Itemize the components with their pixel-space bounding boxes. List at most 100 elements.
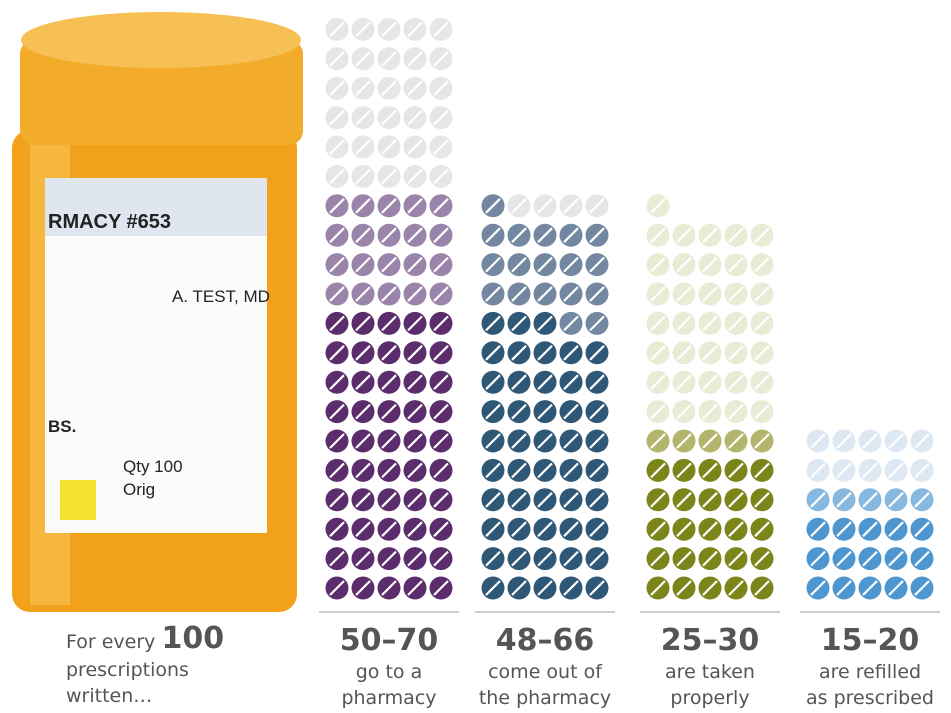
pill [429,458,453,482]
pill [646,370,670,394]
pill [507,547,531,571]
pill-score [381,168,397,185]
pill [858,429,882,453]
pill [559,223,583,247]
pill [750,282,774,306]
pill [750,576,774,600]
pill-score [407,139,423,155]
pill [351,106,375,130]
pill-score [563,345,579,361]
pill-score [676,580,692,596]
pill [481,341,505,365]
pill [832,576,856,600]
pill-score [433,109,449,126]
pill [325,311,349,335]
pill-score [355,345,371,361]
pill [377,223,401,247]
pill [481,429,505,453]
pill [724,282,748,306]
pill [377,341,401,365]
pill [481,400,505,424]
pill [884,429,908,453]
pill-score [407,433,423,449]
pill-score [914,580,930,596]
pill-score [754,433,770,449]
pill [403,223,427,247]
pill [750,341,774,365]
pill [698,253,722,277]
pill-score [728,492,744,508]
pill-score [329,492,345,508]
pill [351,400,375,424]
pill-score [650,580,666,596]
pill-score [329,315,345,332]
pill [858,517,882,541]
pill [351,164,375,188]
pill [481,517,505,541]
pill-score [702,492,718,508]
pill-score [810,550,826,567]
bottle-text: A. TEST, MD [172,287,270,306]
pill [724,370,748,394]
column-caption: properly [670,687,749,709]
pill-score [537,315,553,332]
pill-score [381,21,397,38]
pill-score [329,433,345,449]
pill [351,135,375,159]
pill-score [728,403,744,420]
pill-score [754,403,770,420]
pill-score [381,286,397,302]
pill-score [511,403,527,420]
pill [698,429,722,453]
pill [403,47,427,71]
pill-score [485,433,501,449]
pill [507,458,531,482]
pill [672,458,696,482]
pill [646,576,670,600]
pill-score [589,345,605,361]
pill [724,488,748,512]
pill [750,400,774,424]
pill-score [407,492,423,508]
pill [351,223,375,247]
pill [698,311,722,335]
pill [481,194,505,218]
pill-score [702,286,718,302]
pill-score [537,227,553,243]
pill [429,282,453,306]
pill [377,311,401,335]
pill-score [702,550,718,567]
column-caption: come out of [488,661,603,683]
pill-score [676,227,692,243]
pill-score [676,374,692,390]
pill [585,341,609,365]
pill-score [407,109,423,126]
pill [884,488,908,512]
pill-score [589,521,605,537]
pill-score [650,374,666,390]
pill [429,400,453,424]
pill-score [355,256,371,273]
pill-score [650,433,666,449]
pill [429,47,453,71]
pill [403,547,427,571]
column-label: 50–70 [340,623,439,658]
label-band [45,178,267,236]
pill-score [485,580,501,596]
intro-line: prescriptions [66,659,189,681]
pill-score [355,492,371,508]
pill-score [381,109,397,126]
pill [832,429,856,453]
pill-score [433,403,449,420]
pill-score [355,315,371,332]
pill [585,253,609,277]
pill [858,576,882,600]
pill-score [381,139,397,155]
pill-score [329,51,345,67]
pill [377,488,401,512]
pill [507,253,531,277]
pill-score [589,462,605,479]
pill [429,194,453,218]
pill [481,488,505,512]
pill [325,547,349,571]
